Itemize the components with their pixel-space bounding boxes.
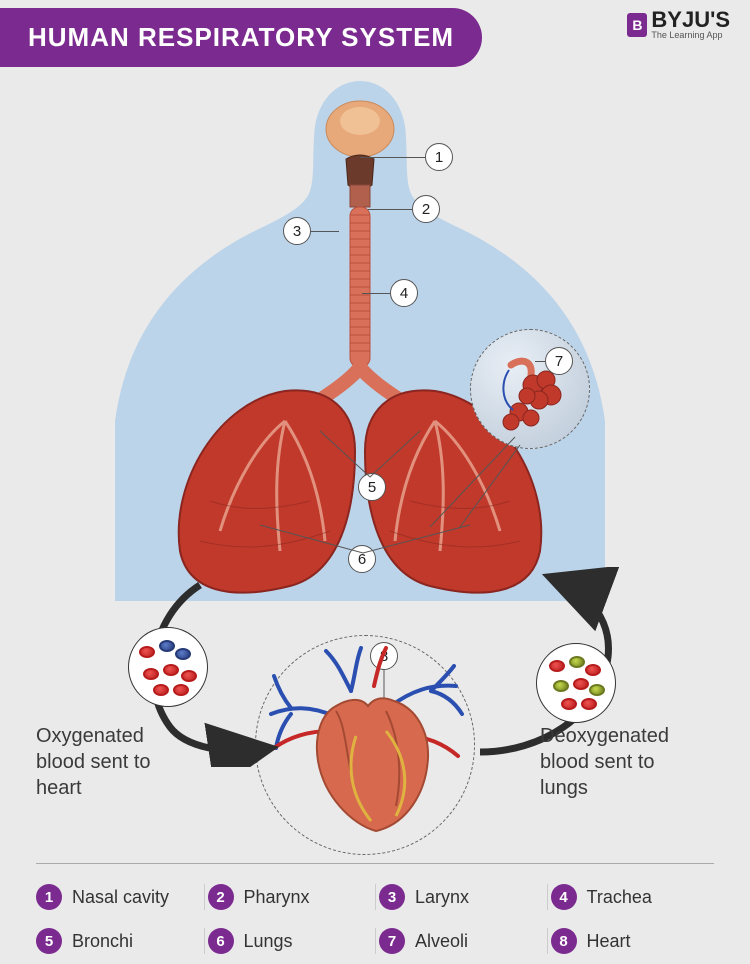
legend-label: Trachea <box>587 887 652 908</box>
legend-label: Bronchi <box>72 931 133 952</box>
legend-item-2: 2 Pharynx <box>208 884 372 910</box>
legend-label: Lungs <box>244 931 293 952</box>
legend-num: 2 <box>208 884 234 910</box>
leader-v-6 <box>255 523 475 563</box>
leader-2 <box>368 209 412 210</box>
legend-label: Heart <box>587 931 631 952</box>
brand-logo: B BYJU'S The Learning App <box>627 10 730 40</box>
callout-4: 4 <box>390 279 418 307</box>
leader-4 <box>362 293 390 294</box>
legend-num: 1 <box>36 884 62 910</box>
legend-label: Pharynx <box>244 887 310 908</box>
legend-item-8: 8 Heart <box>551 928 715 954</box>
diagram-stage: 12345678 <box>0 67 750 827</box>
legend-item-3: 3 Larynx <box>379 884 543 910</box>
legend-item-5: 5 Bronchi <box>36 928 200 954</box>
leader-7 <box>535 361 545 362</box>
legend-item-6: 6 Lungs <box>208 928 372 954</box>
legend-item-7: 7 Alveoli <box>379 928 543 954</box>
leader-3 <box>311 231 339 232</box>
flow-label-left: Oxygenated blood sent to heart <box>36 723 151 801</box>
legend-num: 4 <box>551 884 577 910</box>
legend-num: 5 <box>36 928 62 954</box>
callout-1: 1 <box>425 143 453 171</box>
legend-num: 7 <box>379 928 405 954</box>
brand-mark: B <box>627 13 647 37</box>
oxygenated-cells <box>128 627 208 707</box>
legend-label: Larynx <box>415 887 469 908</box>
callout-3: 3 <box>283 217 311 245</box>
leader-1 <box>360 157 425 158</box>
leader-v-5 <box>310 427 430 487</box>
callout-2: 2 <box>412 195 440 223</box>
brand-tagline: The Learning App <box>651 30 730 40</box>
legend-label: Nasal cavity <box>72 887 169 908</box>
legend-item-4: 4 Trachea <box>551 884 715 910</box>
deoxygenated-cells <box>536 643 616 723</box>
legend-label: Alveoli <box>415 931 468 952</box>
page-title: HUMAN RESPIRATORY SYSTEM <box>0 8 482 67</box>
brand-name: BYJU'S <box>651 10 730 30</box>
legend-num: 6 <box>208 928 234 954</box>
legend-item-1: 1 Nasal cavity <box>36 884 200 910</box>
flow-label-right: Deoxygenated blood sent to lungs <box>540 723 669 801</box>
callout-7: 7 <box>545 347 573 375</box>
legend-num: 8 <box>551 928 577 954</box>
legend-num: 3 <box>379 884 405 910</box>
legend: 1 Nasal cavity 2 Pharynx 3 Larynx 4 Trachea 5 Bro… <box>36 863 714 954</box>
